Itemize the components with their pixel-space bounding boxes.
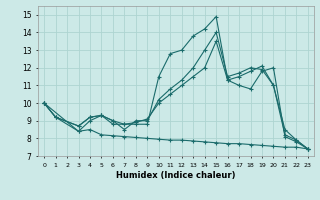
X-axis label: Humidex (Indice chaleur): Humidex (Indice chaleur) (116, 171, 236, 180)
